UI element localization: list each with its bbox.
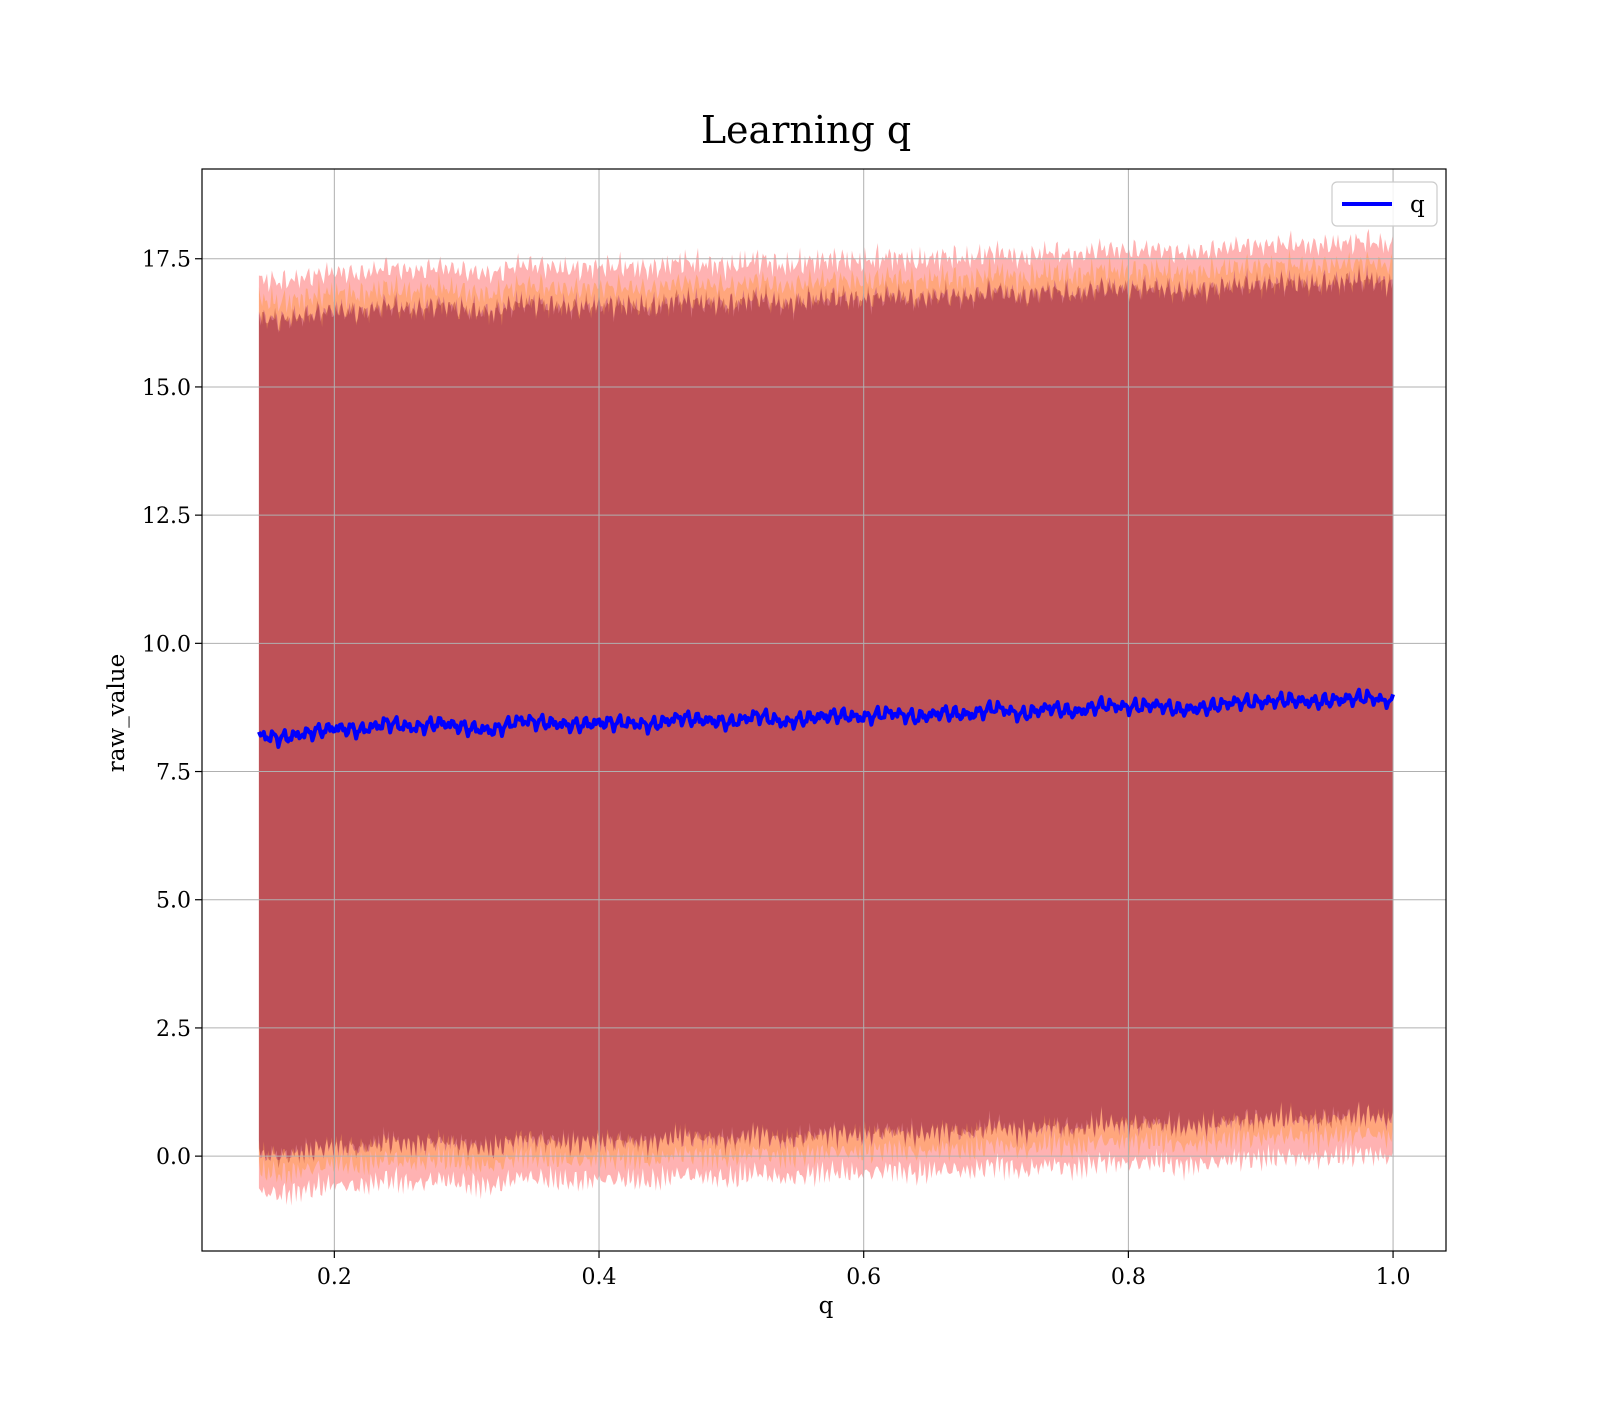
y-tick-label-5: 12.5: [142, 504, 191, 529]
y-tick-label-7: 17.5: [142, 248, 191, 273]
series-lines: [257, 687, 1395, 749]
y-tick-label-4: 10.0: [142, 632, 191, 657]
x-tick-label-3: 0.8: [1111, 1265, 1146, 1290]
x-tick-label-1: 0.4: [582, 1265, 617, 1290]
x-axis-ticks: 0.2 0.4 0.6 0.8 1.0: [317, 1251, 1411, 1290]
x-axis-label: q: [819, 1293, 834, 1319]
y-axis-ticks: 0.0 2.5 5.0 7.5 10.0 12.5 15.0 17.5: [142, 248, 202, 1170]
confidence-band-2: [258, 264, 1394, 1162]
y-tick-label-1: 2.5: [156, 1017, 191, 1042]
y-tick-label-6: 15.0: [142, 376, 191, 401]
x-tick-label-0: 0.2: [317, 1265, 352, 1290]
x-tick-label-4: 1.0: [1376, 1265, 1411, 1290]
plot-frame: [201, 168, 1447, 1252]
x-tick-label-2: 0.6: [846, 1265, 881, 1290]
legend: q: [1331, 181, 1438, 227]
legend-label-q: q: [1410, 192, 1425, 218]
y-axis-label: raw_value: [104, 654, 130, 772]
chart-title: Learning q: [701, 108, 911, 152]
y-tick-label-3: 7.5: [156, 761, 191, 786]
grid-lines: [202, 169, 1446, 1251]
y-tick-label-0: 0.0: [156, 1145, 191, 1170]
series-line-q: [257, 687, 1395, 749]
y-tick-label-2: 5.0: [156, 889, 191, 914]
